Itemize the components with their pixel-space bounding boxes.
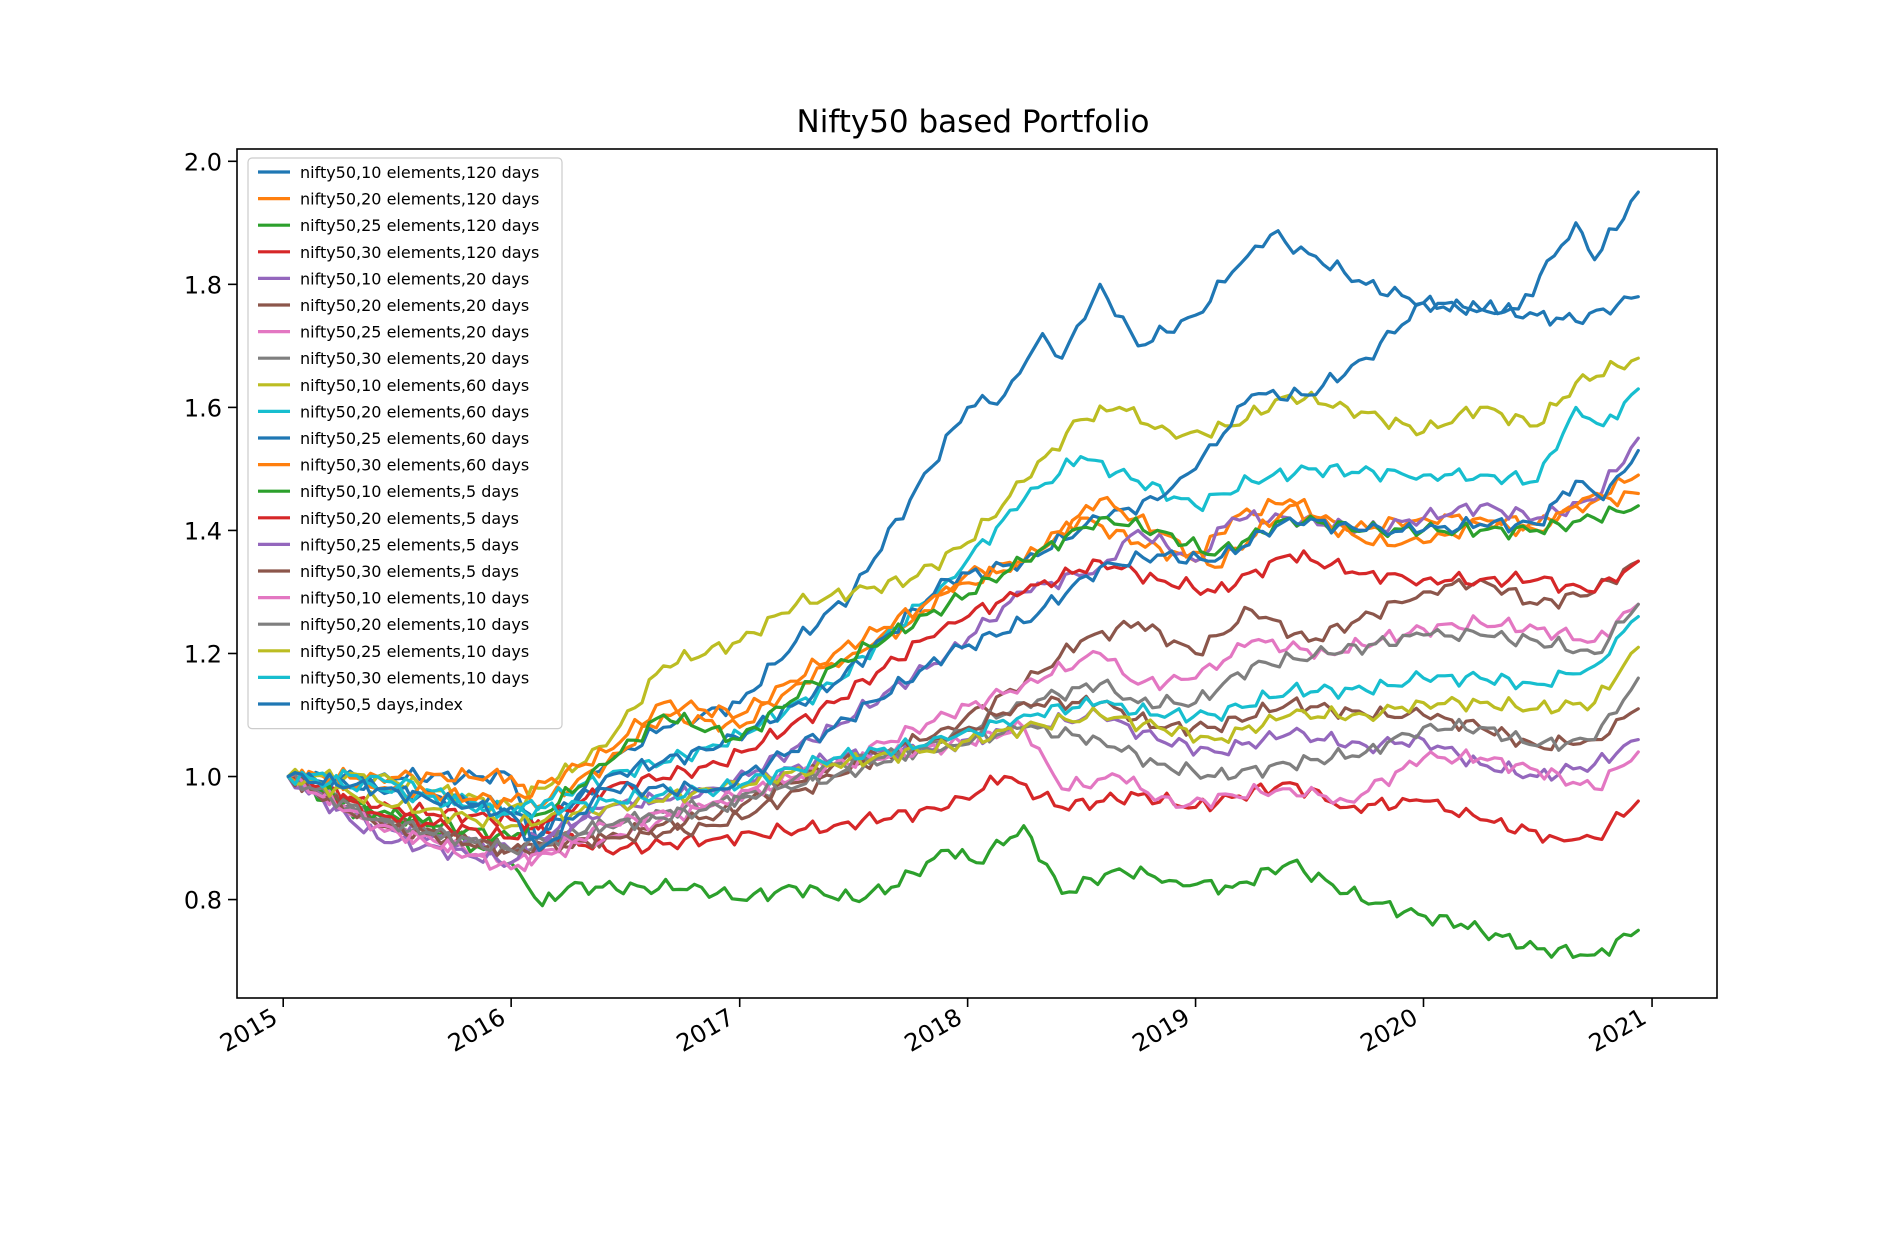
series-line-18 [286, 676, 1640, 856]
y-tick-label: 2.0 [184, 148, 222, 176]
legend-label: nifty50,30 elements,20 days [300, 349, 529, 368]
series-line-12 [286, 473, 1640, 810]
series-line-2 [286, 490, 1640, 809]
y-tick-label: 1.6 [184, 394, 222, 422]
legend-label: nifty50,30 elements,10 days [300, 668, 529, 687]
legend-label: nifty50,20 elements,5 days [300, 509, 519, 528]
legend-label: nifty50,25 elements,5 days [300, 535, 519, 554]
y-axis: 0.8 1.0 1.2 1.4 1.6 1.8 2.0 [184, 148, 237, 915]
legend-label: nifty50,30 elements,60 days [300, 456, 529, 475]
legend-label: nifty50,20 elements,60 days [300, 402, 529, 421]
plot-frame [236, 148, 1718, 999]
legend-label: nifty50,5 days,index [300, 695, 463, 714]
series-line-21 [286, 448, 1640, 852]
legend-label: nifty50,20 elements,10 days [300, 615, 529, 634]
y-tick-label: 1.4 [184, 517, 222, 545]
legend-label: nifty50,25 elements,10 days [300, 642, 529, 661]
y-tick-label: 1.8 [184, 271, 222, 299]
series-line-11 [286, 295, 1640, 840]
legend: nifty50,10 elements,120 days nifty50,20 e… [247, 157, 563, 730]
chart-title: Nifty50 based Portfolio [797, 104, 1150, 140]
legend-label: nifty50,30 elements,120 days [300, 243, 539, 262]
legend-label: nifty50,25 elements,20 days [300, 323, 529, 342]
legend-label: nifty50,10 elements,5 days [300, 482, 519, 501]
legend-label: nifty50,10 elements,120 days [300, 163, 539, 182]
legend-label: nifty50,25 elements,120 days [300, 216, 539, 235]
legend-label: nifty50,20 elements,20 days [300, 296, 529, 315]
legend-label: nifty50,10 elements,60 days [300, 376, 529, 395]
series-line-14 [286, 549, 1640, 841]
series-group [286, 190, 1640, 959]
legend-label: nifty50,10 elements,10 days [300, 589, 529, 608]
series-line-17 [286, 719, 1640, 873]
legend-box [247, 157, 563, 730]
legend-label: nifty50,10 elements,20 days [300, 269, 529, 288]
legend-label: nifty50,20 elements,120 days [300, 190, 539, 209]
y-tick-label: 1.2 [184, 640, 222, 668]
legend-label: nifty50,30 elements,5 days [300, 562, 519, 581]
series-line-4 [286, 771, 1640, 856]
y-tick-label: 0.8 [184, 887, 222, 915]
y-tick-label: 1.0 [184, 764, 222, 792]
series-line-19 [286, 645, 1640, 830]
legend-label: nifty50,25 elements,60 days [300, 429, 529, 448]
